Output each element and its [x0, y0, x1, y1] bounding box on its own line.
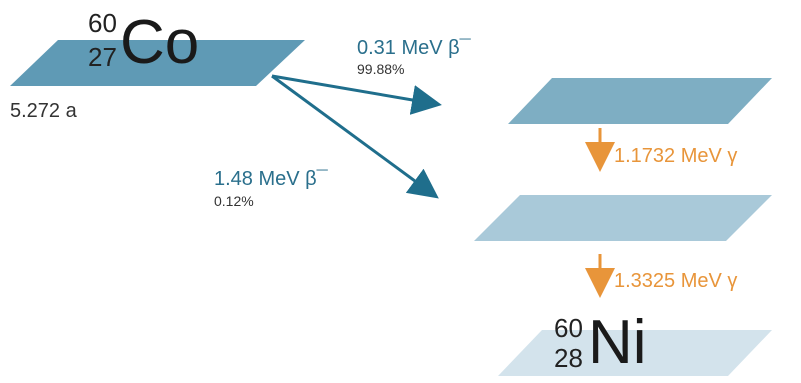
- parent-atomic-number: 27: [88, 42, 117, 72]
- gamma-1-energy: 1.1732 MeV γ: [614, 145, 738, 167]
- middle-level-plane: [474, 195, 772, 241]
- beta-major-probability: 99.88%: [357, 61, 405, 77]
- parent-level-plane: [10, 40, 305, 86]
- parent-mass-number: 60: [88, 8, 117, 38]
- beta-arrow-major: [271, 74, 442, 115]
- daughter-symbol: Ni: [588, 308, 647, 377]
- daughter-mass-number: 60: [554, 313, 583, 343]
- daughter-atomic-number: 28: [554, 343, 583, 373]
- gamma-2-energy: 1.3325 MeV γ: [614, 270, 738, 292]
- parent-symbol: Co: [120, 8, 200, 77]
- beta-arrow-minor: [271, 74, 439, 199]
- upper-level-plane: [508, 78, 772, 124]
- beta-major-energy: 0.31 MeV β¯: [357, 37, 471, 59]
- beta-minor-probability: 0.12%: [214, 193, 254, 209]
- ground-level-plane: [498, 330, 772, 376]
- beta-minor-energy: 1.48 MeV β¯: [214, 168, 328, 190]
- half-life-label: 5.272 a: [10, 100, 77, 122]
